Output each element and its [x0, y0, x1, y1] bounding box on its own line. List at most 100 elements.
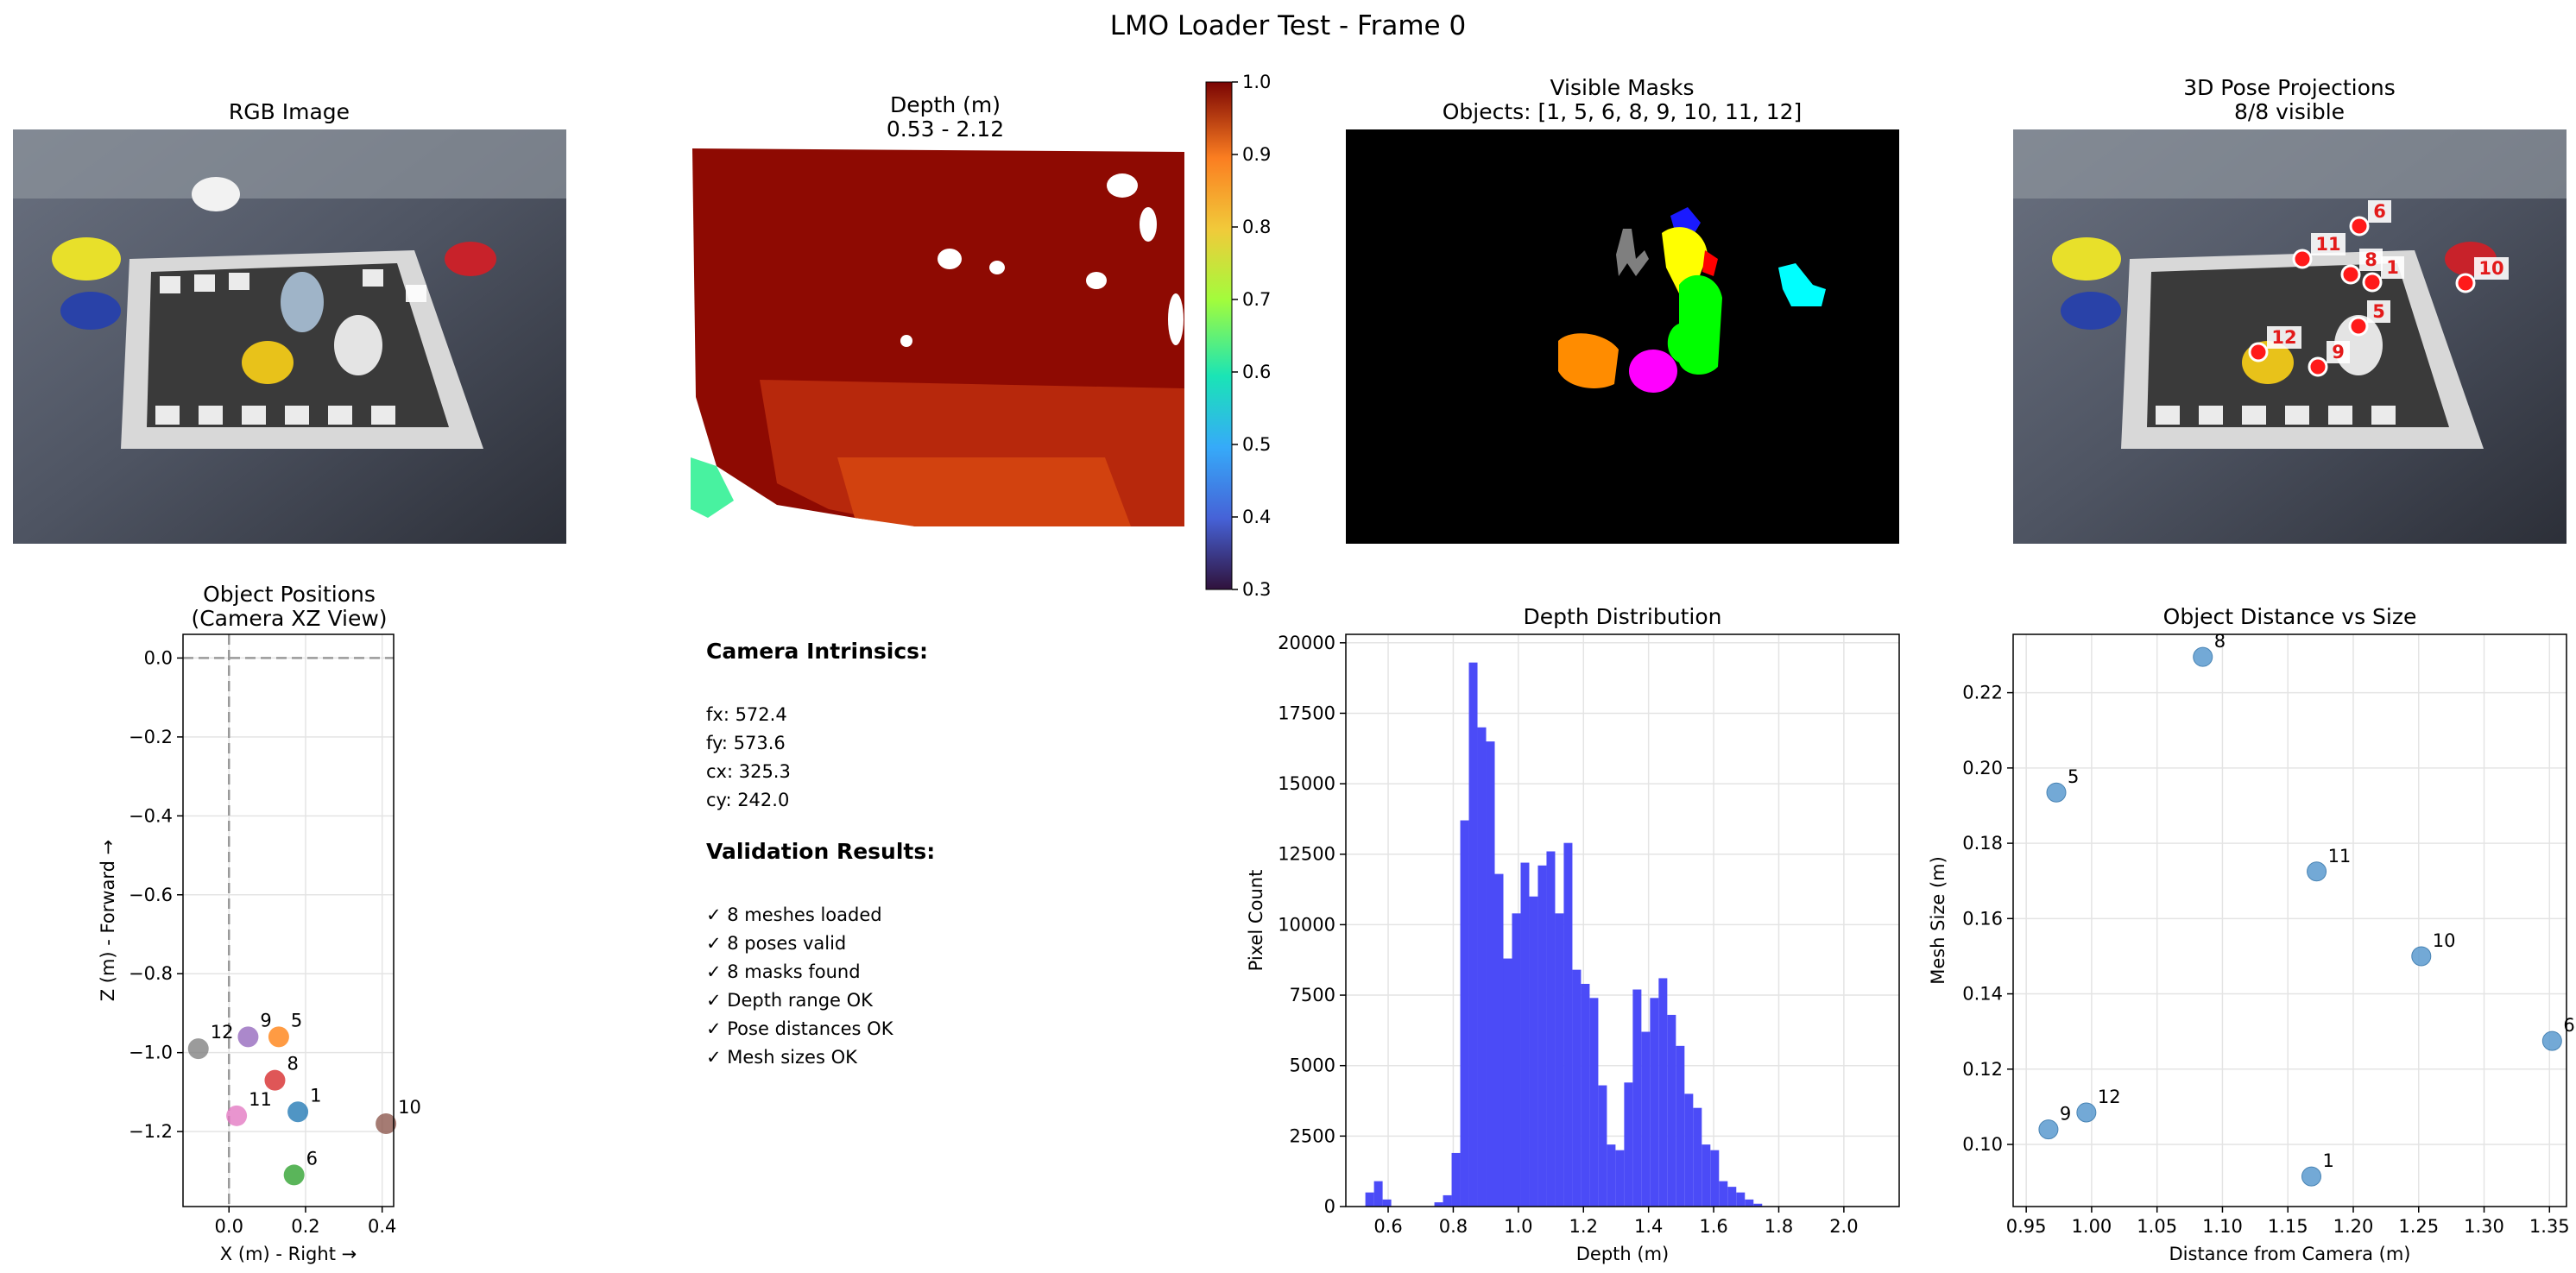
histogram-bar: [1632, 989, 1642, 1207]
pose-marker-dot: [2292, 249, 2313, 269]
x-tick-label: 1.0: [1504, 1216, 1532, 1237]
pose-marker-dot: [2348, 316, 2369, 337]
pose-marker-label: 8: [2364, 249, 2377, 270]
camera-line-fx: fx: 572.4: [706, 704, 787, 725]
histogram-bar: [1520, 862, 1530, 1207]
depth-histogram: Depth Distribution 0.6 0.8 1.0 1.2 1.4 1.6 1.8 2…: [1246, 604, 1900, 1264]
position-point: [237, 1026, 259, 1048]
depth-image: [690, 147, 1186, 526]
x-tick-label: 1.25: [2398, 1216, 2439, 1237]
x-axis-label: Distance from Camera (m): [2169, 1244, 2411, 1264]
histogram-bar: [1451, 1152, 1461, 1207]
positions-title-line1: Object Positions: [203, 582, 376, 607]
y-tick-label: 0.12: [1962, 1059, 2003, 1080]
y-tick-label: 12500: [1278, 844, 1335, 865]
histogram-bar: [1572, 969, 1582, 1207]
position-point: [268, 1026, 289, 1048]
validation-line: ✓ 8 masks found: [706, 961, 861, 982]
x-tick-label: 1.8: [1765, 1216, 1793, 1237]
histogram-bar: [1615, 1150, 1625, 1207]
histogram-bar: [1434, 1202, 1443, 1207]
histogram-bar: [1477, 727, 1487, 1207]
histogram-bar: [1382, 1199, 1392, 1207]
distance-size-point-label: 12: [2098, 1087, 2121, 1107]
distance-size-point-label: 5: [2068, 766, 2079, 787]
position-point: [283, 1164, 305, 1186]
x-tick-label: 1.05: [2137, 1216, 2177, 1237]
distance-size-point: [2307, 861, 2327, 882]
colorbar-ticks: 0.3 0.4 0.5 0.6 0.7 0.8 0.9 1.0: [1232, 72, 1271, 600]
distance-size-point-label: 8: [2214, 631, 2226, 652]
pose-marker-label: 11: [2315, 234, 2340, 255]
camera-line-cy: cy: 242.0: [706, 790, 790, 810]
distance-size-point-label: 9: [2060, 1104, 2071, 1125]
y-axis-label: Pixel Count: [1246, 870, 1266, 972]
distance-size-point-label: 10: [2433, 930, 2456, 951]
histogram-bar: [1589, 998, 1599, 1207]
pose-markers: 6 11 8 1 10 5 12 9: [2248, 200, 2509, 377]
x-tick-label: 1.10: [2202, 1216, 2243, 1237]
histogram-bar: [1373, 1181, 1383, 1207]
validation-line: ✓ 8 poses valid: [706, 933, 847, 954]
colorbar-tick-label: 0.8: [1242, 217, 1271, 237]
validation-heading: Validation Results:: [706, 839, 936, 864]
y-tick-label: 15000: [1278, 773, 1335, 794]
colorbar-tick-label: 1.0: [1242, 72, 1271, 92]
histogram-bar: [1555, 913, 1564, 1207]
histogram-bar: [1710, 1150, 1720, 1207]
position-point-label: 11: [249, 1089, 272, 1110]
histogram-bar: [1581, 983, 1590, 1207]
colorbar-tick-label: 0.6: [1242, 362, 1271, 382]
camera-intrinsics-heading: Camera Intrinsics:: [706, 639, 929, 664]
x-tick-label: 1.4: [1634, 1216, 1663, 1237]
histogram-bar: [1658, 978, 1668, 1207]
y-tick-label: 0.16: [1962, 908, 2003, 929]
x-axis-label: Depth (m): [1576, 1244, 1669, 1264]
validation-line: ✓ Mesh sizes OK: [706, 1047, 857, 1068]
histogram-bar: [1650, 998, 1659, 1207]
distance-size-chart: Object Distance vs Size 0.95 1.00 1.05 1.10 1…: [1928, 604, 2575, 1264]
y-tick-label: 2500: [1290, 1125, 1335, 1146]
histogram-bar: [1676, 1045, 1685, 1207]
distance-size-point-label: 11: [2328, 846, 2352, 867]
rgb-title: RGB Image: [229, 99, 350, 124]
x-tick-label: 1.15: [2268, 1216, 2308, 1237]
y-tick-label: −1.2: [129, 1121, 173, 1142]
histogram-bar: [1753, 1203, 1763, 1207]
y-tick-label: 0.18: [1962, 833, 2003, 854]
y-tick-label: −1.0: [129, 1043, 173, 1063]
colorbar-tick-label: 0.3: [1242, 579, 1271, 600]
distance-size-point-label: 6: [2563, 1015, 2574, 1036]
x-tick-label: 0.8: [1439, 1216, 1468, 1237]
x-tick-label: 0.6: [1373, 1216, 1402, 1237]
histogram-bar: [1693, 1107, 1702, 1207]
histogram-bar: [1563, 842, 1573, 1207]
histogram-bar: [1529, 896, 1538, 1207]
histogram-bar: [1468, 662, 1478, 1207]
histogram-bar: [1719, 1181, 1728, 1207]
y-tick-label: 0.10: [1962, 1134, 2003, 1155]
validation-line: ✓ 8 meshes loaded: [706, 904, 882, 925]
distance-size-point: [2038, 1119, 2059, 1140]
plot-frame: [182, 633, 395, 1207]
masks-title-line2: Objects: [1, 5, 6, 8, 9, 10, 11, 12]: [1443, 99, 1803, 124]
histogram-bar: [1598, 1085, 1607, 1207]
position-point-label: 5: [291, 1010, 302, 1030]
pose-marker-label: 9: [2332, 342, 2345, 362]
y-tick-label: −0.8: [129, 963, 173, 984]
plot-frame: [1345, 633, 1900, 1207]
y-tick-label: 0.0: [144, 647, 173, 668]
distance-size-title: Object Distance vs Size: [2163, 604, 2417, 629]
x-tick-label: 0.4: [368, 1216, 396, 1237]
position-point: [187, 1038, 209, 1060]
x-tick-label: 2.0: [1829, 1216, 1858, 1237]
histogram-bar: [1503, 958, 1512, 1207]
histogram-bar: [1486, 741, 1495, 1207]
x-tick-label: 0.2: [291, 1216, 319, 1237]
positions-chart: 0.0 0.2 0.4 0.0 −0.2 −0.4 −0.6 −0.8 −1.0 −1.2 X (m…: [98, 633, 421, 1264]
histogram-bar: [1736, 1192, 1746, 1207]
plot-frame: [2012, 633, 2567, 1207]
position-point-label: 6: [306, 1148, 318, 1169]
distance-size-point: [2301, 1166, 2322, 1187]
x-tick-label: 1.2: [1569, 1216, 1598, 1237]
